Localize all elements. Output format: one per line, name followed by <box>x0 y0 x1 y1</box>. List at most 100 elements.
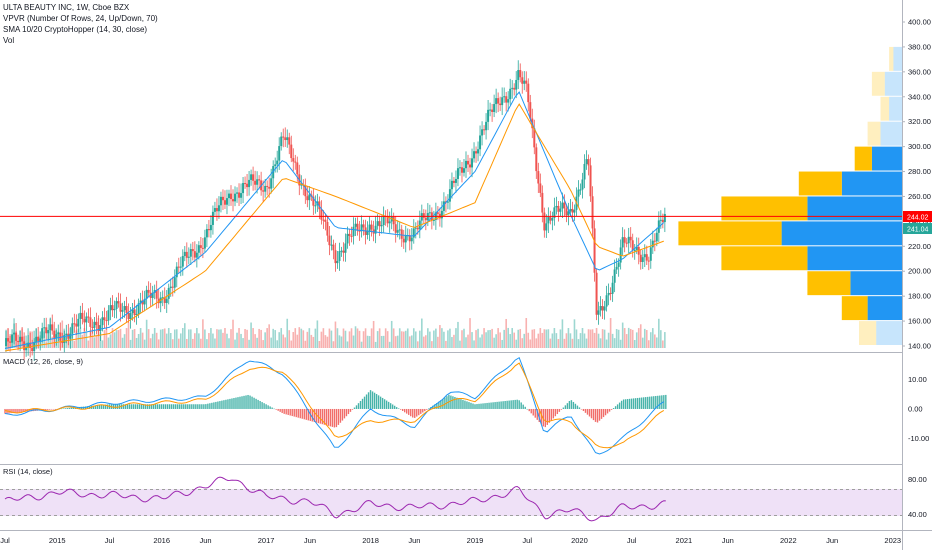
volume-bar <box>226 333 228 348</box>
candle-body <box>141 300 144 305</box>
macd-histogram-bar <box>478 403 480 409</box>
macd-histogram-bar <box>335 408 338 428</box>
volume-bar <box>43 331 46 348</box>
macd-histogram-bar <box>265 404 267 409</box>
time-tick-label: Jul <box>0 536 10 545</box>
volume-bar <box>31 331 33 348</box>
candle-body <box>505 96 508 103</box>
candle-body <box>266 185 269 187</box>
volume-bar <box>238 328 240 348</box>
volume-bar <box>127 322 130 348</box>
candle-body <box>89 317 92 327</box>
candle-body <box>183 251 186 257</box>
macd-histogram-bar <box>404 408 406 413</box>
volume-bar <box>591 329 594 348</box>
volume-bar <box>188 329 190 348</box>
macd-histogram-bar <box>516 399 518 409</box>
candle-body <box>663 213 666 223</box>
candle-body <box>167 288 170 299</box>
macd-histogram-bar <box>604 408 607 416</box>
macd-histogram-bar <box>60 408 62 410</box>
volume-bar <box>202 319 204 348</box>
candle-body <box>131 309 134 314</box>
macd-histogram-bar <box>602 408 605 418</box>
volume-bar <box>332 341 335 348</box>
macd-tick-label: 10.00 <box>908 375 927 384</box>
candle-body <box>308 194 311 201</box>
volume-bar <box>654 334 656 348</box>
macd-histogram-bar <box>586 408 589 415</box>
candle-body <box>264 185 267 192</box>
candle-body <box>356 223 359 231</box>
macd-histogram-bar <box>132 404 135 409</box>
price-tick-label: 320.00 <box>908 117 931 126</box>
candle-body <box>270 178 273 189</box>
candle-body <box>344 243 347 253</box>
candle-body <box>326 221 329 236</box>
macd-histogram-bar <box>237 397 239 409</box>
volume-bar <box>264 332 266 348</box>
macd-histogram-bar <box>351 408 354 410</box>
candle-body <box>332 244 335 251</box>
candle-body <box>442 201 445 211</box>
candle-body <box>296 162 299 175</box>
vpvr-down-bar <box>678 221 782 246</box>
volume-bar <box>406 328 409 348</box>
macd-histogram-bar <box>464 400 466 409</box>
volume-bar <box>300 328 303 348</box>
candle-body <box>615 266 618 270</box>
candle-body <box>368 224 371 232</box>
volume-bar <box>115 330 118 348</box>
candle-body <box>424 217 427 221</box>
candle-body <box>15 332 18 341</box>
volume-bar <box>609 318 612 348</box>
volume-bar <box>416 341 419 348</box>
time-tick-label: Jul <box>627 536 637 545</box>
candle-body <box>85 316 88 323</box>
candle-body <box>35 336 38 343</box>
volume-bar <box>613 338 616 348</box>
macd-histogram-bar <box>64 408 66 409</box>
macd-histogram-bar <box>249 395 251 409</box>
volume-bar <box>250 322 252 348</box>
vpvr-legend[interactable]: VPVR (Number Of Rows, 24, Up/Down, 70) <box>3 14 158 23</box>
volume-bar <box>392 328 395 348</box>
volume-bar <box>517 329 520 348</box>
volume-bar <box>463 328 465 348</box>
volume-bar <box>324 335 327 348</box>
macd-histogram-bar <box>365 394 368 409</box>
macd-histogram-bar <box>416 408 418 417</box>
vol-legend[interactable]: Vol <box>3 36 15 45</box>
vpvr-histogram <box>678 46 902 345</box>
candle-body <box>501 97 504 106</box>
volume-bar <box>511 328 513 348</box>
candle-body <box>366 231 369 235</box>
macd-histogram-bar <box>229 398 231 409</box>
candle-body <box>221 196 224 201</box>
volume-bar <box>400 331 403 348</box>
time-tick-label: 2015 <box>49 536 66 545</box>
macd-histogram-bar <box>476 404 478 409</box>
volume-bar <box>220 329 222 348</box>
candle-body <box>322 219 325 221</box>
sma-legend[interactable]: SMA 10/20 CryptoHopper (14, 30, close) <box>3 25 148 34</box>
volume-bar <box>505 318 507 348</box>
macd-histogram-bar <box>548 408 551 423</box>
symbol-title[interactable]: ULTA BEAUTY INC, 1W, Cboe BZX <box>3 3 130 12</box>
macd-histogram-bar <box>104 404 107 409</box>
macd-histogram-bar <box>199 404 201 409</box>
macd-histogram-bar <box>492 402 494 409</box>
candle-body <box>388 221 391 224</box>
volume-bar <box>137 333 140 348</box>
macd-histogram-bar <box>86 406 89 409</box>
vpvr-down-bar <box>841 296 868 321</box>
volume-bar <box>206 339 208 348</box>
volume-bar <box>133 329 136 348</box>
candle-body <box>537 171 540 184</box>
volume-bar <box>547 329 550 348</box>
macd-histogram-bar <box>438 401 440 409</box>
candle-body <box>252 174 255 181</box>
volume-bar <box>25 335 27 348</box>
macd-histogram-bar <box>564 405 567 409</box>
